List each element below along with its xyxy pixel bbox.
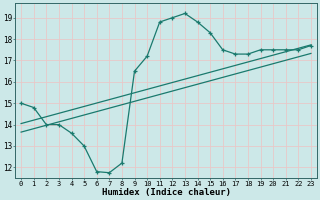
X-axis label: Humidex (Indice chaleur): Humidex (Indice chaleur) (101, 188, 230, 197)
